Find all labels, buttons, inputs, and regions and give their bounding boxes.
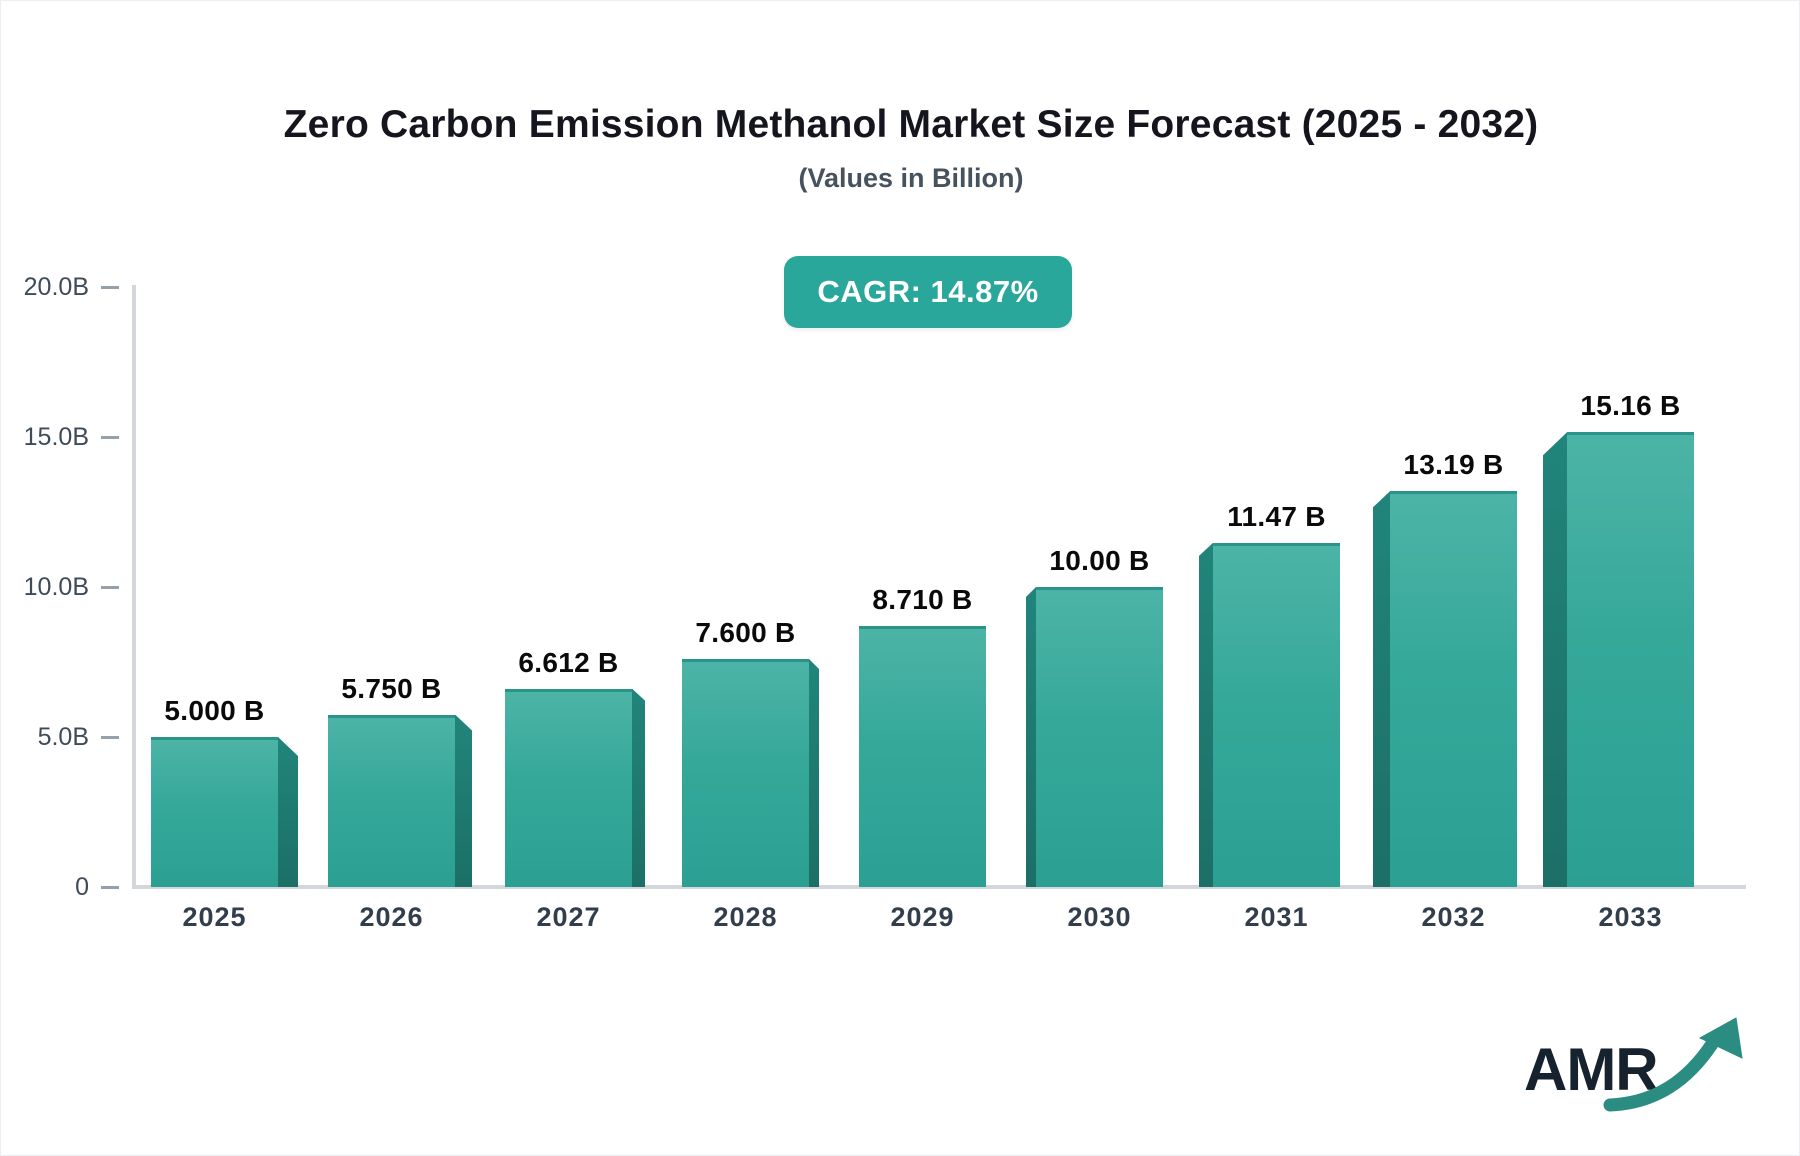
bar-2033 bbox=[1567, 432, 1694, 887]
y-tick-label: 20.0B bbox=[23, 273, 89, 301]
bar-value-label: 10.00 B bbox=[1049, 545, 1150, 576]
chart-subtitle: (Values in Billion) bbox=[798, 163, 1024, 193]
x-axis-label-2031: 2031 bbox=[1244, 902, 1309, 932]
bar-side bbox=[1543, 432, 1567, 887]
bar-value-label: 8.710 B bbox=[872, 583, 973, 615]
bar-value-label: 5.000 B bbox=[164, 695, 265, 726]
bar-side bbox=[278, 737, 298, 887]
y-tick-dash bbox=[101, 285, 119, 289]
x-axis-line bbox=[132, 885, 1746, 889]
bar-2030 bbox=[1036, 587, 1163, 887]
y-tick-dash bbox=[101, 885, 119, 889]
x-axis-label-2026: 2026 bbox=[359, 902, 424, 932]
bar-side bbox=[455, 714, 472, 887]
bar-value-label: 13.19 B bbox=[1403, 449, 1504, 481]
bar-2029 bbox=[859, 625, 986, 887]
bar-side bbox=[1373, 491, 1390, 887]
x-axis-label-2028: 2028 bbox=[713, 902, 778, 932]
bar-value-label: 11.47 B bbox=[1227, 500, 1326, 532]
bar-value-label: 7.600 B bbox=[695, 617, 796, 648]
cagr-badge-label: CAGR: 14.87% bbox=[817, 274, 1039, 309]
y-tick-label: 10.0B bbox=[23, 573, 89, 601]
bar-value-label: 6.612 B bbox=[518, 646, 619, 678]
bar-side bbox=[1199, 542, 1213, 887]
y-tick-dash bbox=[101, 735, 119, 739]
amr-logo-text: AMR bbox=[1524, 1036, 1658, 1103]
cagr-badge: CAGR: 14.87% bbox=[784, 256, 1072, 328]
bar-2026 bbox=[328, 714, 455, 887]
y-tick-dash bbox=[101, 435, 119, 439]
bar-2028 bbox=[682, 659, 809, 887]
x-axis-label-2032: 2032 bbox=[1421, 902, 1486, 932]
y-tick-dash bbox=[101, 585, 119, 589]
trend-up-arrow-icon bbox=[1603, 1017, 1743, 1112]
bar-2025 bbox=[151, 737, 278, 887]
x-axis-label-2025: 2025 bbox=[182, 902, 247, 932]
x-axis-label-2027: 2027 bbox=[536, 902, 601, 932]
y-axis-line bbox=[132, 285, 136, 889]
amr-logo: AMR bbox=[1524, 1017, 1743, 1112]
bar-side bbox=[809, 659, 819, 887]
x-axis-label-2029: 2029 bbox=[890, 902, 955, 932]
bar-2027 bbox=[505, 688, 632, 887]
bar-value-label: 15.16 B bbox=[1580, 390, 1681, 422]
y-tick-label: 15.0B bbox=[23, 423, 89, 451]
x-axis-label-2033: 2033 bbox=[1598, 902, 1663, 932]
bar-2031 bbox=[1213, 542, 1340, 887]
bar-side bbox=[1026, 587, 1036, 887]
chart-title: Zero Carbon Emission Methanol Market Siz… bbox=[283, 103, 1539, 146]
x-axis-label-2030: 2030 bbox=[1067, 902, 1132, 932]
bar-2032 bbox=[1390, 491, 1517, 887]
y-tick-label: 5.0B bbox=[37, 723, 89, 751]
y-tick-label: 0 bbox=[75, 873, 89, 901]
bar-side bbox=[632, 688, 645, 887]
bar-value-label: 5.750 B bbox=[341, 672, 442, 704]
